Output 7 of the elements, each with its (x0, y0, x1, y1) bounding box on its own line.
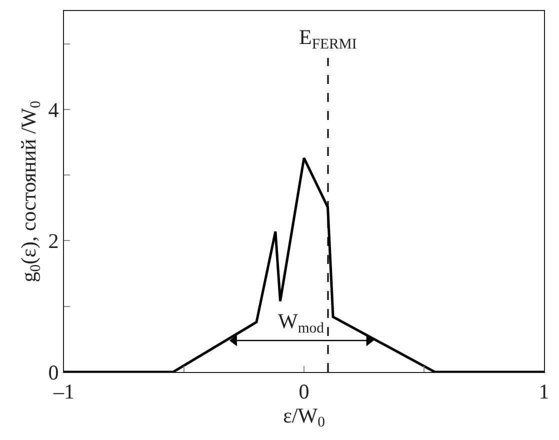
annotation: W$_{mod}$ (278, 309, 325, 336)
x-tick-label: 1 (538, 379, 550, 404)
y-tick-label: 4 (48, 98, 60, 122)
y-tick-label: 2 (48, 229, 59, 254)
x-axis-title: ε/W$_{0}$ (283, 403, 325, 431)
x-tick-label: 0 (298, 379, 310, 404)
ref-line-label: E$_{FERMI}$ (299, 25, 357, 52)
